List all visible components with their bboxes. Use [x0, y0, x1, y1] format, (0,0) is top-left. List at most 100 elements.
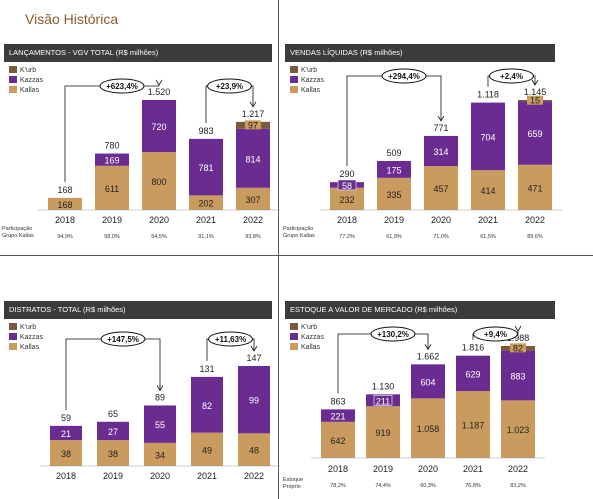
data-label: 471: [527, 183, 542, 193]
participation-value: 94,9%: [57, 234, 73, 240]
legend-label: Kallas: [301, 344, 321, 351]
panel-distratos: DISTRATOS - TOTAL (R$ milhões) K'urb Kazz…: [4, 301, 280, 496]
bar-segment: [501, 400, 535, 458]
total-label: 89: [155, 392, 165, 402]
year-label: 2018: [55, 215, 75, 225]
panel-title: VENDAS LÍQUIDAS (R$ milhões): [285, 44, 555, 62]
total-label: 131: [199, 364, 214, 374]
year-label: 2020: [150, 471, 170, 481]
bar-segment: [97, 421, 129, 441]
year-label: 2020: [149, 215, 169, 225]
participation-label: Estoque: [283, 477, 303, 483]
data-label: 642: [330, 436, 345, 446]
bar-segment: [189, 195, 223, 210]
total-label: 147: [246, 353, 261, 363]
total-label: 983: [198, 126, 213, 136]
bar-segment: [95, 165, 129, 210]
year-label: 2020: [431, 215, 451, 225]
panel-title: ESTOQUE A VALOR DE MERCADO (R$ milhões): [285, 301, 555, 319]
arrow-head: [250, 345, 258, 352]
growth-oval: [207, 78, 252, 94]
total-label: 59: [61, 413, 71, 423]
chart-estoque: K'urb Kazzas Kallas 642 221 863 2018 78,2% 919 21…: [283, 323, 545, 490]
total-label: 1.988: [507, 333, 530, 343]
data-label: 604: [420, 377, 435, 387]
legend-label: Kazzas: [301, 334, 324, 341]
data-label: 48: [249, 446, 259, 456]
data-label: 883: [510, 371, 525, 381]
legend-swatch: [290, 323, 298, 330]
data-label: 1.187: [462, 421, 485, 431]
legend-label: K'urb: [20, 67, 36, 74]
legend-label: K'urb: [301, 67, 317, 74]
growth-label: +623,4%: [106, 82, 138, 91]
bar-segment: [366, 406, 400, 458]
participation-value: 89,6%: [527, 234, 543, 240]
data-label: 1.058: [417, 424, 440, 434]
total-label: 1.520: [148, 87, 171, 97]
growth-label: +147,5%: [107, 335, 139, 344]
bar-segment: [424, 135, 458, 167]
page-title: Visão Histórica: [25, 11, 119, 27]
bar-segment: [144, 405, 176, 443]
participation-label: Grupo Kallas: [2, 233, 34, 239]
arrow-head: [156, 385, 164, 392]
bar-segment: [330, 187, 364, 210]
data-label: 414: [480, 186, 495, 196]
data-label-bg: [373, 394, 393, 406]
legend-swatch: [9, 76, 17, 83]
legend-swatch: [290, 86, 298, 93]
data-label: 97: [248, 120, 258, 130]
bar-segment: [321, 421, 355, 458]
bar-segment: [191, 376, 223, 433]
panel-estoque: ESTOQUE A VALOR DE MERCADO (R$ milhões) …: [283, 301, 555, 496]
growth-label: +9,4%: [484, 330, 507, 339]
growth-label: +23,9%: [216, 82, 243, 91]
bar-segment: [144, 442, 176, 466]
year-label: 2019: [102, 215, 122, 225]
participation-value: 93,8%: [245, 234, 261, 240]
arrow-head: [155, 79, 163, 86]
legend-label: Kallas: [20, 87, 40, 94]
data-label: 99: [249, 396, 259, 406]
year-label: 2022: [525, 215, 545, 225]
data-label: 314: [433, 147, 448, 157]
total-label: 1.217: [242, 109, 265, 119]
growth-oval: [100, 331, 146, 347]
legend-label: Kallas: [20, 344, 40, 351]
data-label: 34: [155, 450, 165, 460]
bar-segment: [142, 152, 176, 210]
participation-value: 58,0%: [104, 234, 120, 240]
total-label: 509: [386, 148, 401, 158]
bar-segment: [471, 170, 505, 210]
legend-label: Kazzas: [20, 77, 43, 84]
data-label: 1.023: [507, 425, 530, 435]
data-label: 211: [376, 396, 390, 406]
data-label-bg: [527, 95, 543, 105]
data-label: 58: [342, 181, 352, 191]
participation-label: Participação: [2, 226, 32, 232]
year-label: 2019: [103, 471, 123, 481]
total-label: 290: [339, 169, 354, 179]
data-label: 27: [108, 427, 118, 437]
horizontal-divider: [0, 255, 593, 256]
growth-oval: [370, 326, 416, 342]
total-label: 1.816: [462, 343, 485, 353]
year-label: 2019: [384, 215, 404, 225]
growth-oval: [489, 68, 534, 84]
growth-oval: [381, 68, 427, 84]
data-label: 232: [339, 195, 354, 205]
bar-segment: [377, 177, 411, 210]
data-label: 919: [375, 428, 390, 438]
legend-label: K'urb: [20, 324, 36, 331]
bar-segment: [377, 161, 411, 178]
chart-distratos: K'urb Kazzas Kallas 38 21 59 2018 38 27 65 2019 34 5…: [9, 323, 280, 481]
bar-segment: [411, 398, 445, 458]
legend-swatch: [9, 343, 17, 350]
bar-segment: [471, 102, 505, 171]
year-label: 2019: [373, 464, 393, 474]
bar-segment: [50, 440, 82, 466]
data-label: 457: [433, 184, 448, 194]
year-label: 2021: [197, 471, 217, 481]
total-label: 168: [57, 185, 72, 195]
